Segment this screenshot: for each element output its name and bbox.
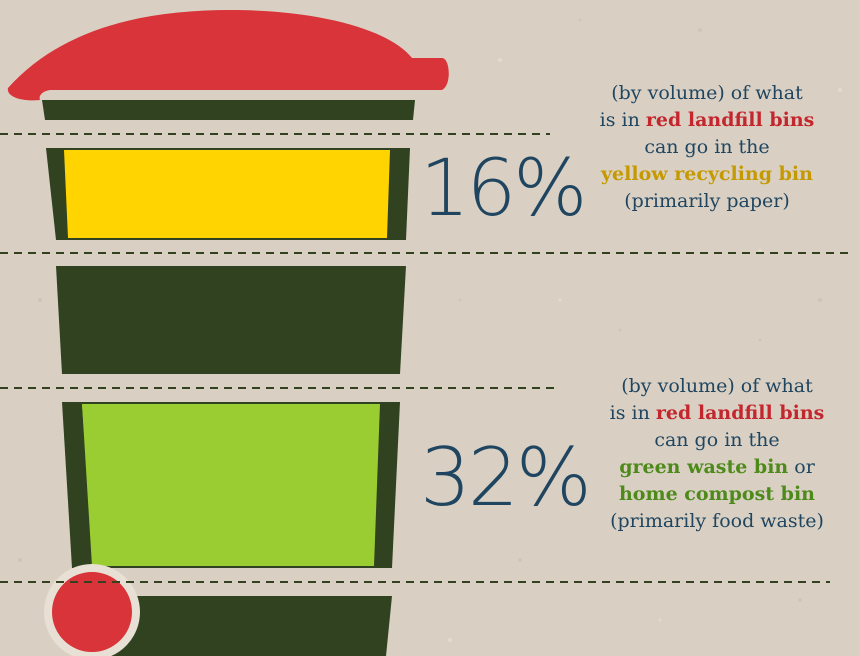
- green-bin-label: green waste bin: [619, 456, 789, 478]
- bin-top-band: [42, 100, 415, 120]
- red-bin-label: red landfill bins: [645, 109, 815, 131]
- bin-green-corner: [82, 404, 122, 566]
- desc-line: green waste bin or: [572, 454, 859, 481]
- percent-yellow: 16%: [420, 144, 587, 234]
- desc-line: (by volume) of what: [611, 82, 803, 104]
- desc-line: is in red landfill bins: [572, 400, 859, 427]
- desc-line: is in red landfill bins: [562, 107, 852, 134]
- lid-shape: [7, 10, 449, 101]
- description-yellow: (by volume) of what is in red landfill b…: [562, 80, 852, 215]
- desc-line: (primarily paper): [624, 190, 790, 212]
- desc-text: is in: [599, 109, 646, 131]
- compost-bin-label: home compost bin: [618, 483, 815, 505]
- desc-text: or: [788, 456, 815, 478]
- bin-segment-yellow: [64, 150, 390, 238]
- wheel-icon: [44, 564, 140, 656]
- desc-line: (primarily food waste): [610, 510, 824, 532]
- red-bin-label: red landfill bins: [655, 402, 825, 424]
- desc-line: can go in the: [654, 429, 780, 451]
- desc-line: can go in the: [644, 136, 770, 158]
- description-green: (by volume) of what is in red landfill b…: [572, 373, 859, 535]
- desc-line: (by volume) of what: [621, 375, 813, 397]
- bin-segment-bottom: [72, 596, 392, 656]
- bin-segment-green: [82, 404, 380, 566]
- percent-green: 32%: [420, 431, 592, 524]
- yellow-bin-label: yellow recycling bin: [601, 163, 813, 185]
- desc-text: is in: [609, 402, 656, 424]
- bin-segment-dark: [56, 266, 406, 374]
